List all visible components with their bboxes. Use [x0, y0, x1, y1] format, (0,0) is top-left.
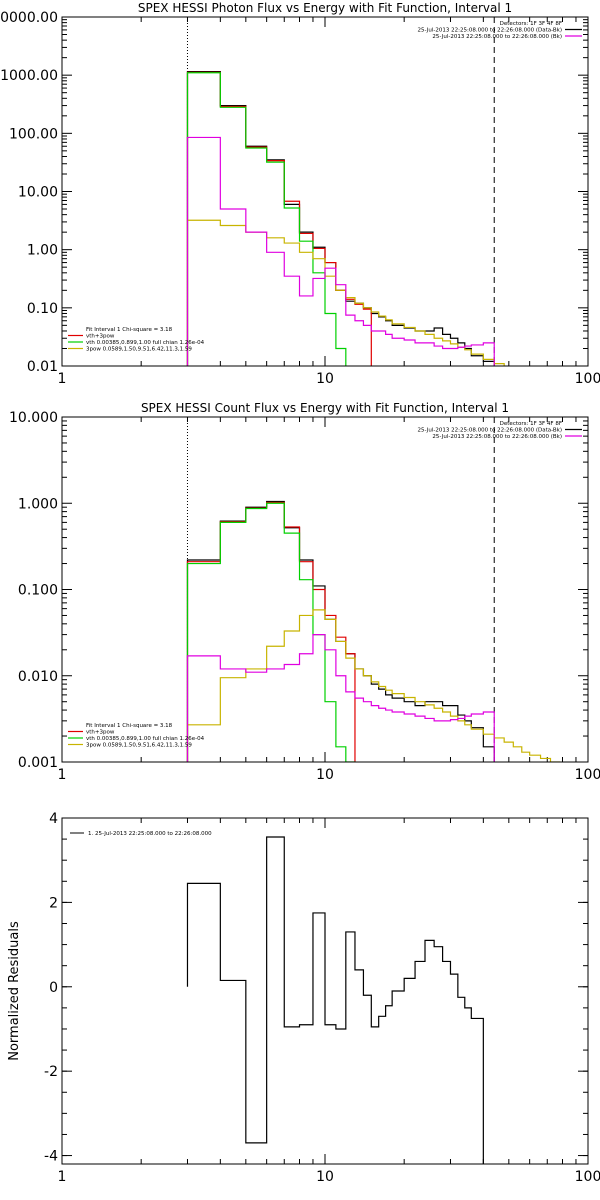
y-tick-label: -4	[44, 1149, 58, 1165]
series-line-4	[186, 219, 505, 366]
x-tick-label: 100	[575, 371, 600, 387]
y-tick-label: 100.00	[9, 126, 58, 142]
header-annotation-2: 25-Jul-2013 22:25:08.000 to 22:26:08.000…	[418, 428, 563, 434]
series-group	[186, 836, 484, 1164]
x-tick-label: 10	[316, 1169, 334, 1185]
x-tick-label: 1	[58, 1169, 67, 1185]
y-tick-label: 4	[49, 811, 58, 827]
series-line-2	[186, 71, 372, 366]
series-line-1	[186, 71, 495, 366]
fit-legend-text-2: vth+3pow	[86, 730, 115, 736]
series-group	[186, 71, 505, 366]
x-tick-label: 10	[316, 767, 334, 783]
chart-title: SPEX HESSI Count Flux vs Energy with Fit…	[141, 401, 509, 415]
fit-legend-text-3: vth 0.00385,0.899,1.00 full chian 1.26e-…	[86, 736, 205, 742]
y-tick-label: 0	[49, 980, 58, 996]
y-tick-label: 10.000	[9, 410, 58, 426]
chart-title: SPEX HESSI Photon Flux vs Energy with Fi…	[138, 1, 512, 15]
series-line-1	[186, 836, 484, 1164]
series-line-2	[186, 501, 356, 762]
y-tick-label: 0000.00	[0, 10, 58, 26]
y-tick-label: 1.00	[27, 243, 58, 259]
header-annotation-3: 25-Jul-2013 22:25:08.000 to 22:26:08.000…	[432, 34, 562, 40]
residual-legend-text: 1. 25-Jul-2013 22:25:08.000 to 22:26:08.…	[88, 831, 212, 837]
series-line-5	[186, 136, 495, 366]
y-tick-label: 0.100	[18, 583, 58, 599]
y-tick-label: 0.10	[27, 301, 58, 317]
x-tick-label: 1	[58, 371, 67, 387]
chart-panel-3: Normalized Residuals 1 10 100 -4 -2 0 2 4 1. 25-J…	[7, 811, 600, 1185]
plot-frame	[61, 817, 589, 1165]
series-group	[186, 500, 561, 762]
chart-panel-1: SPEX HESSI Photon Flux vs Energy with Fi…	[0, 1, 600, 387]
header-annotation-1: Detectors: 1F 3F 4F 8F	[500, 21, 562, 27]
header-annotation-2: 25-Jul-2013 22:25:08.000 to 22:26:08.000…	[418, 28, 563, 34]
series-line-4	[186, 609, 561, 762]
series-line-3	[186, 72, 347, 366]
plot-frame	[61, 416, 589, 763]
y-tick-label: 0.010	[18, 669, 58, 685]
y-tick-label: -2	[44, 1064, 58, 1080]
x-tick-label: 100	[575, 1169, 600, 1185]
y-tick-label: 1000.00	[0, 68, 58, 84]
chart-panel-2: SPEX HESSI Count Flux vs Energy with Fit…	[9, 401, 600, 783]
series-line-5	[186, 634, 495, 762]
x-tick-label: 1	[58, 767, 67, 783]
series-line-1	[186, 500, 495, 762]
fit-legend-text-4: 3pow 0.0589,1.50,9.51,6.42,11.3,1.59	[86, 347, 192, 353]
y-tick-label: 1.000	[18, 496, 58, 512]
fit-legend-text-1: Fit Interval 1 Chi-square = 3.18	[86, 723, 173, 729]
y-tick-label: 10.00	[18, 185, 58, 201]
y-tick-label: 2	[49, 895, 58, 911]
fit-legend-text-3: vth 0.00385,0.899,1.00 full chian 1.26e-…	[86, 340, 205, 346]
fit-legend-text-4: 3pow 0.0589,1.50,9.51,6.42,11.3,1.59	[86, 743, 192, 749]
header-annotation-1: Detectors: 1F 3F 4F 8F	[500, 421, 562, 427]
x-tick-label: 100	[575, 767, 600, 783]
y-tick-label: 0.001	[18, 755, 58, 771]
fit-legend-text-2: vth+3pow	[86, 334, 115, 340]
plot-frame	[61, 16, 589, 367]
y-axis-label: Normalized Residuals	[7, 921, 22, 1061]
fit-legend-text-1: Fit Interval 1 Chi-square = 3.18	[86, 327, 173, 333]
header-annotation-3: 25-Jul-2013 22:25:08.000 to 22:26:08.000…	[432, 434, 562, 440]
series-line-3	[186, 502, 356, 762]
y-tick-label: 0.01	[27, 359, 58, 375]
x-tick-label: 10	[316, 371, 334, 387]
